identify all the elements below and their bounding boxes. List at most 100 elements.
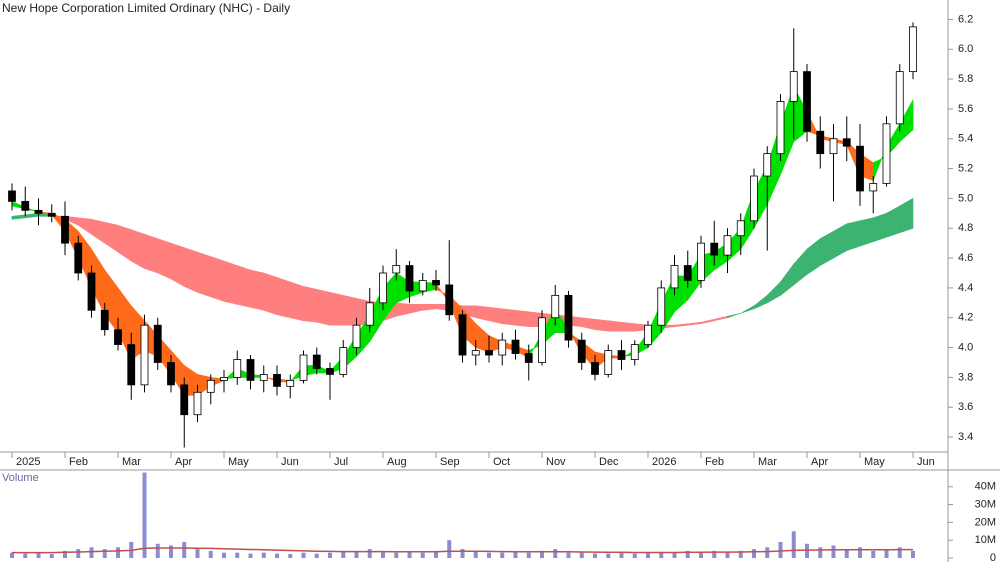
volume-bar: [142, 472, 147, 558]
y-tick-label: 6.0: [958, 43, 973, 55]
candle-body: [405, 265, 414, 292]
candle-body: [564, 294, 573, 341]
volume-bar: [712, 550, 717, 558]
ribbon-segment: [475, 323, 490, 353]
y-tick-label: 0: [990, 552, 996, 562]
volume-bar: [381, 550, 385, 558]
volume-bar: [526, 552, 531, 558]
candle-body: [710, 242, 719, 256]
ribbon-segment: [515, 309, 530, 328]
y-tick-label: 20M: [975, 516, 996, 528]
volume-bar: [672, 552, 677, 558]
y-tick-label: 4.2: [958, 312, 973, 324]
volume-bar: [897, 547, 902, 558]
candle-body: [273, 374, 281, 387]
volume-bar: [89, 547, 94, 558]
candle-body: [180, 384, 189, 416]
volume-bar: [725, 552, 730, 558]
volume-bar: [195, 549, 200, 558]
volume-bar: [473, 550, 478, 558]
candle-body: [352, 324, 361, 348]
volume-bar: [76, 549, 81, 558]
x-tick-label: Oct: [493, 456, 510, 468]
candle-body: [286, 379, 295, 387]
candle-body: [604, 350, 613, 375]
candle-body: [100, 309, 109, 331]
ribbon-segment: [342, 294, 357, 326]
candle-body: [193, 391, 202, 416]
y-tick-label: 5.6: [958, 103, 973, 115]
candle-body: [418, 280, 427, 292]
volume-bar: [169, 545, 173, 558]
candle-body: [167, 362, 175, 386]
panel-title: Volume: [2, 472, 39, 484]
ribbon-segment: [833, 223, 848, 259]
candle-body: [683, 265, 692, 281]
volume-bar: [367, 549, 372, 558]
volume-bar: [632, 553, 637, 558]
ribbon-segment: [687, 321, 702, 326]
y-tick-label: 5.8: [958, 73, 973, 85]
ribbon-segment: [621, 321, 636, 332]
volume-bar: [222, 552, 226, 558]
candle-body: [895, 71, 904, 125]
candle-body: [591, 362, 599, 375]
candle-body: [511, 339, 520, 354]
volume-bar: [818, 547, 823, 558]
y-tick-label: 5.4: [958, 133, 973, 145]
candle-body: [74, 242, 83, 274]
volume-bar: [487, 552, 491, 558]
y-tick-label: 5.2: [958, 162, 973, 174]
candle-body: [750, 175, 758, 222]
volume-bar: [699, 551, 703, 558]
volume-bar: [49, 554, 54, 558]
candle-body: [816, 130, 825, 155]
candle-body: [577, 339, 586, 363]
y-tick-label: 10M: [975, 534, 996, 546]
x-tick-label: Feb: [705, 456, 724, 468]
ribbon-segment: [793, 248, 808, 286]
candle-body: [233, 359, 242, 378]
ribbon-segment: [276, 277, 291, 319]
ribbon-segment: [329, 292, 344, 326]
volume-bar: [354, 551, 359, 558]
ribbon-segment: [316, 289, 331, 326]
candle-body: [445, 284, 454, 316]
ribbon-segment: [753, 294, 768, 310]
volume-bar: [447, 540, 452, 558]
volume-bar: [593, 553, 597, 558]
candle-body: [498, 339, 507, 356]
candle-body: [829, 138, 838, 155]
x-tick-label: Dec: [599, 456, 619, 468]
y-tick-label: 3.8: [958, 371, 973, 383]
ribbon-segment: [594, 318, 609, 332]
x-tick-label: Apr: [811, 456, 828, 468]
ribbon-segment: [236, 265, 251, 308]
volume-bar: [261, 552, 266, 558]
ribbon-segment: [899, 98, 914, 143]
ribbon-segment: [250, 269, 265, 311]
volume-bar: [407, 551, 412, 558]
ribbon-segment: [11, 214, 26, 220]
candle-body: [644, 324, 652, 345]
volume-bar: [752, 549, 756, 558]
y-tick-label: 6.2: [958, 13, 973, 25]
candle-body: [206, 379, 215, 393]
x-tick-label: Jul: [334, 456, 348, 468]
volume-bar: [341, 550, 346, 558]
volume-bar: [10, 552, 14, 558]
candle-body: [259, 374, 268, 381]
ribbon-segment: [780, 263, 795, 296]
y-tick-label: 4.6: [958, 252, 973, 264]
ribbon-segment: [727, 312, 741, 319]
y-tick-label: 3.4: [958, 431, 973, 443]
x-tick-label: Jun: [917, 456, 935, 468]
candle-body: [856, 145, 864, 192]
candle-body: [485, 350, 493, 356]
candle-body: [61, 215, 69, 244]
y-tick-label: 30M: [975, 499, 996, 511]
volume-bar: [23, 553, 28, 558]
y-tick-label: 40M: [975, 481, 996, 493]
y-tick-label: 4.0: [958, 341, 973, 353]
